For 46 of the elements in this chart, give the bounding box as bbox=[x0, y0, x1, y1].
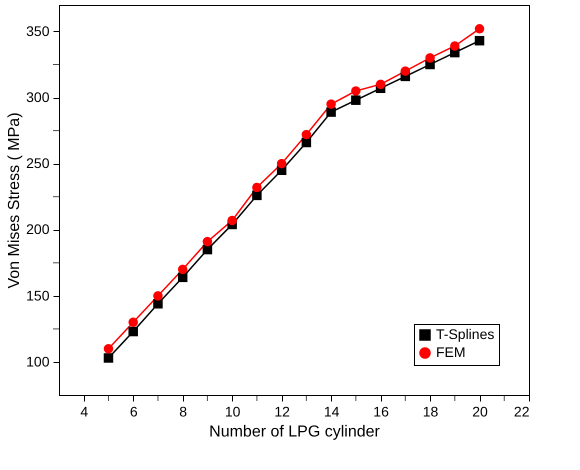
y-tick-label: 250 bbox=[26, 155, 50, 172]
x-tick-label: 12 bbox=[274, 404, 290, 420]
legend-label: FEM bbox=[436, 344, 466, 360]
point bbox=[351, 86, 361, 96]
y-tick-label: 200 bbox=[26, 221, 50, 238]
point bbox=[326, 99, 336, 109]
x-tick-label: 8 bbox=[179, 404, 188, 420]
x-tick-label: 18 bbox=[422, 404, 439, 420]
x-tick-label: 4 bbox=[80, 404, 88, 420]
y-tick-label: 300 bbox=[26, 89, 50, 106]
point bbox=[128, 326, 138, 336]
point bbox=[276, 158, 286, 168]
point bbox=[252, 190, 262, 200]
x-tick-label: 6 bbox=[130, 404, 138, 420]
point bbox=[474, 36, 484, 46]
y-tick-label: 350 bbox=[26, 22, 50, 39]
point bbox=[104, 344, 114, 354]
point bbox=[178, 272, 188, 282]
point bbox=[400, 66, 410, 76]
point bbox=[153, 299, 163, 309]
point bbox=[227, 216, 237, 226]
y-tick-label: 100 bbox=[26, 353, 50, 370]
point bbox=[425, 53, 435, 63]
point bbox=[450, 41, 460, 51]
x-tick-label: 14 bbox=[324, 404, 340, 420]
x-tick-label: 10 bbox=[224, 404, 241, 420]
x-tick-label: 16 bbox=[373, 404, 390, 420]
point bbox=[302, 130, 312, 140]
point bbox=[326, 107, 336, 117]
point bbox=[128, 318, 138, 328]
point bbox=[104, 353, 114, 363]
x-axis-title: Number of LPG cylinder bbox=[209, 424, 381, 440]
point bbox=[202, 236, 212, 246]
point bbox=[474, 24, 484, 34]
point bbox=[376, 80, 386, 90]
legend-label: T-Splines bbox=[436, 326, 494, 342]
point bbox=[302, 138, 312, 148]
x-tick-label: 22 bbox=[514, 404, 530, 420]
point bbox=[202, 244, 212, 254]
x-tick-label: 20 bbox=[472, 404, 488, 420]
point bbox=[153, 291, 163, 301]
point bbox=[252, 182, 262, 192]
y-axis-title: Von Mises Stress ( MPa) bbox=[6, 112, 24, 289]
point bbox=[178, 264, 188, 274]
point bbox=[351, 95, 361, 105]
y-tick-label: 150 bbox=[26, 287, 50, 304]
